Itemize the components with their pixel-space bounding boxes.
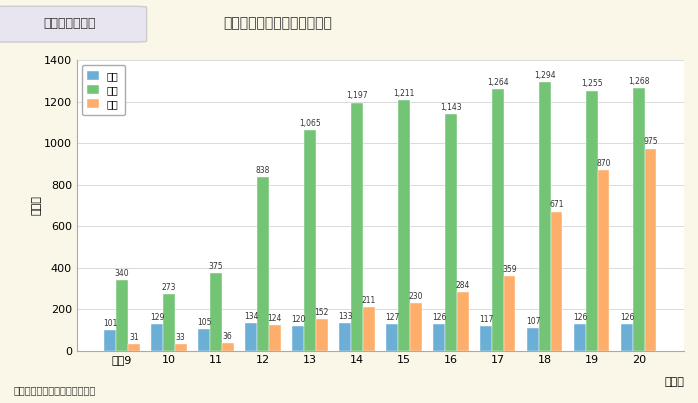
Text: 126: 126	[573, 314, 587, 322]
Text: 359: 359	[503, 265, 517, 274]
Text: 273: 273	[162, 283, 176, 292]
Text: 838: 838	[255, 166, 270, 175]
Text: 1,211: 1,211	[393, 89, 415, 98]
FancyBboxPatch shape	[0, 6, 147, 42]
Bar	[315, 319, 327, 351]
Text: 1,294: 1,294	[534, 71, 556, 80]
Text: 340: 340	[114, 269, 129, 278]
Text: 105: 105	[197, 318, 211, 327]
Bar	[292, 326, 304, 351]
Legend: 殺人, 傷害, 暴行: 殺人, 傷害, 暴行	[82, 65, 124, 115]
Bar	[116, 280, 128, 351]
Bar	[386, 324, 398, 351]
Bar	[198, 329, 210, 351]
Text: 1,065: 1,065	[299, 119, 321, 128]
Text: 129: 129	[150, 313, 165, 322]
Bar	[269, 325, 281, 351]
Text: 284: 284	[455, 280, 470, 290]
Bar	[304, 130, 315, 351]
Text: 36: 36	[223, 332, 232, 341]
Bar	[351, 102, 363, 351]
Bar	[410, 303, 422, 351]
Bar	[222, 343, 234, 351]
Bar	[597, 170, 609, 351]
Text: 375: 375	[209, 262, 223, 271]
Text: 1,255: 1,255	[581, 79, 602, 88]
Bar	[445, 114, 456, 351]
Bar	[363, 307, 375, 351]
Bar	[645, 149, 656, 351]
Text: 107: 107	[526, 317, 540, 326]
Bar	[128, 344, 140, 351]
Bar	[586, 91, 597, 351]
Text: 126: 126	[432, 314, 446, 322]
Text: 133: 133	[338, 312, 352, 321]
Text: 1,268: 1,268	[628, 77, 650, 86]
Bar	[398, 100, 410, 351]
Y-axis label: （件）: （件）	[31, 195, 41, 216]
Text: 117: 117	[479, 315, 493, 324]
Text: 152: 152	[315, 308, 329, 317]
Bar	[574, 324, 586, 351]
Text: 975: 975	[644, 137, 658, 146]
Text: 1,197: 1,197	[346, 91, 368, 100]
Text: 134: 134	[244, 312, 258, 321]
Text: 31: 31	[129, 333, 139, 342]
Text: （備考）警察庁資料より作成。: （備考）警察庁資料より作成。	[14, 385, 96, 395]
Bar	[151, 324, 163, 351]
Bar	[492, 89, 504, 351]
Text: 1,143: 1,143	[440, 103, 461, 112]
Bar	[257, 177, 269, 351]
Text: 127: 127	[385, 313, 399, 322]
Bar	[633, 88, 645, 351]
Bar	[245, 323, 257, 351]
Text: 第１－５－４図: 第１－５－４図	[43, 17, 96, 30]
Bar	[456, 292, 468, 351]
Bar	[105, 330, 116, 351]
Bar	[621, 324, 633, 351]
Text: 101: 101	[103, 319, 117, 328]
Text: 126: 126	[620, 314, 634, 322]
Text: 124: 124	[267, 314, 282, 323]
Bar	[539, 83, 551, 351]
Text: 870: 870	[596, 159, 611, 168]
Bar	[551, 212, 563, 351]
Text: 120: 120	[291, 315, 306, 324]
Bar	[210, 273, 222, 351]
Text: 33: 33	[176, 333, 186, 342]
Bar	[339, 323, 351, 351]
Text: 230: 230	[408, 292, 423, 301]
Text: 211: 211	[362, 296, 376, 305]
Text: 1,264: 1,264	[487, 77, 509, 87]
Bar	[163, 294, 175, 351]
Text: （年）: （年）	[664, 377, 684, 387]
Bar	[504, 276, 516, 351]
Text: 夫から妻への犯罪の検挙状況: 夫から妻への犯罪の検挙状況	[223, 16, 332, 30]
Text: 671: 671	[549, 200, 564, 210]
Bar	[433, 324, 445, 351]
Bar	[480, 326, 492, 351]
Bar	[175, 344, 186, 351]
Bar	[527, 328, 539, 351]
